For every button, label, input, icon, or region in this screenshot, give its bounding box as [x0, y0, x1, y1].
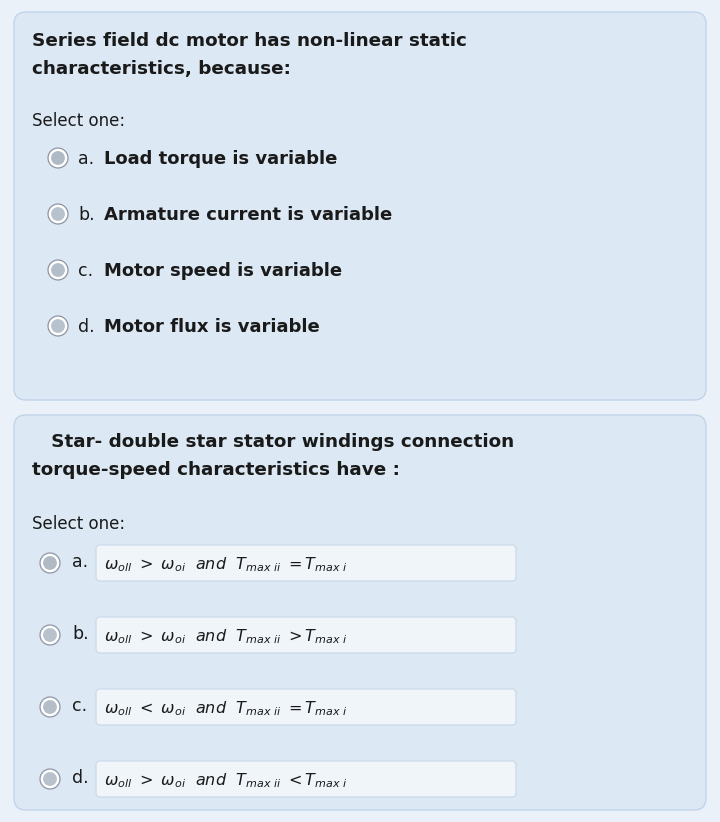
Text: a.: a.: [72, 553, 88, 571]
Text: b.: b.: [78, 206, 94, 224]
Text: b.: b.: [72, 625, 89, 643]
FancyBboxPatch shape: [14, 415, 706, 810]
Circle shape: [44, 773, 56, 785]
Text: torque-speed characteristics have :: torque-speed characteristics have :: [32, 461, 400, 479]
Circle shape: [40, 697, 60, 717]
FancyBboxPatch shape: [14, 12, 706, 400]
Text: Motor speed is variable: Motor speed is variable: [104, 262, 342, 280]
Circle shape: [44, 629, 56, 641]
Text: Series field dc motor has non-linear static: Series field dc motor has non-linear sta…: [32, 32, 467, 50]
Circle shape: [52, 320, 64, 332]
Text: Load torque is variable: Load torque is variable: [104, 150, 338, 168]
Circle shape: [40, 553, 60, 573]
Text: d.: d.: [72, 769, 89, 787]
FancyBboxPatch shape: [96, 617, 516, 653]
Text: a.: a.: [78, 150, 94, 168]
Text: $\mathit{\omega}_{oll}\ >\ \mathit{\omega}_{oi}\ \ \mathit{and}\ \ \mathit{T}_{m: $\mathit{\omega}_{oll}\ >\ \mathit{\omeg…: [104, 627, 348, 646]
FancyBboxPatch shape: [96, 545, 516, 581]
Circle shape: [48, 316, 68, 336]
FancyBboxPatch shape: [96, 761, 516, 797]
Circle shape: [52, 208, 64, 220]
Circle shape: [40, 769, 60, 789]
Circle shape: [48, 204, 68, 224]
Text: Star- double star stator windings connection: Star- double star stator windings connec…: [32, 433, 514, 451]
Text: $\mathit{\omega}_{oll}\ >\ \mathit{\omega}_{oi}\ \ \mathit{and}\ \ \mathit{T}_{m: $\mathit{\omega}_{oll}\ >\ \mathit{\omeg…: [104, 555, 348, 574]
Circle shape: [48, 148, 68, 168]
Text: Armature current is variable: Armature current is variable: [104, 206, 392, 224]
Circle shape: [48, 260, 68, 280]
Circle shape: [52, 152, 64, 164]
Text: c.: c.: [72, 697, 87, 715]
Text: Select one:: Select one:: [32, 515, 125, 533]
Text: characteristics, because:: characteristics, because:: [32, 60, 291, 78]
Circle shape: [52, 264, 64, 276]
Text: c.: c.: [78, 262, 93, 280]
Text: Select one:: Select one:: [32, 112, 125, 130]
FancyBboxPatch shape: [96, 689, 516, 725]
Circle shape: [40, 625, 60, 645]
Text: $\mathit{\omega}_{oll}\ >\ \mathit{\omega}_{oi}\ \ \mathit{and}\ \ \mathit{T}_{m: $\mathit{\omega}_{oll}\ >\ \mathit{\omeg…: [104, 771, 348, 790]
Circle shape: [44, 701, 56, 713]
Circle shape: [44, 556, 56, 569]
Text: $\mathit{\omega}_{oll}\ <\ \mathit{\omega}_{oi}\ \ \mathit{and}\ \ \mathit{T}_{m: $\mathit{\omega}_{oll}\ <\ \mathit{\omeg…: [104, 699, 348, 718]
Text: Motor flux is variable: Motor flux is variable: [104, 318, 320, 336]
Text: d.: d.: [78, 318, 94, 336]
